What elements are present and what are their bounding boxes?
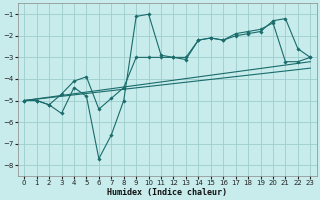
X-axis label: Humidex (Indice chaleur): Humidex (Indice chaleur) <box>107 188 227 197</box>
